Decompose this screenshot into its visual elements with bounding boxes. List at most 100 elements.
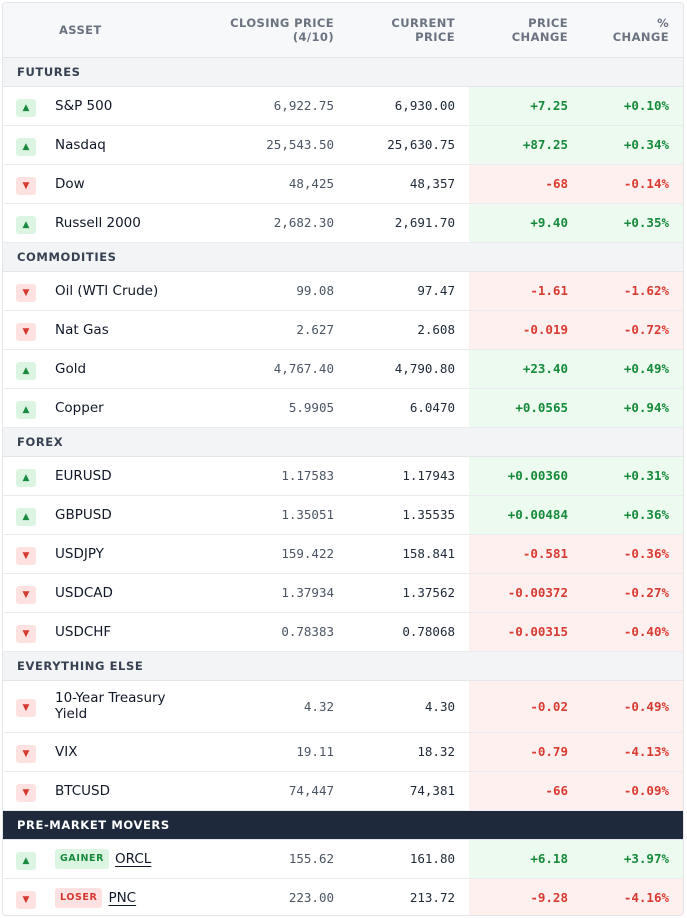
- closing-price-cell: 155.62: [222, 839, 348, 879]
- closing-price-cell: 4.32: [222, 680, 348, 733]
- closing-price-cell: 1.17583: [222, 456, 348, 496]
- price-change-cell: +87.25: [469, 125, 582, 165]
- asset-cell: Russell 2000: [47, 203, 222, 243]
- table-row[interactable]: ▲ Gold 4,767.40 4,790.80 +23.40 +0.49%: [3, 349, 683, 389]
- asset-cell: USDJPY: [47, 534, 222, 574]
- price-change-cell: +7.25: [469, 86, 582, 126]
- table-row[interactable]: ▼ BTCUSD 74,447 74,381 -66 -0.09%: [3, 771, 683, 811]
- direction-cell: ▼: [3, 164, 47, 204]
- asset-name: Nasdaq: [55, 136, 106, 153]
- table-body: FUTURES ▲ S&P 500 6,922.75 6,930.00 +7.25 +0.1…: [3, 57, 683, 915]
- pct-change-cell: -4.16%: [582, 878, 683, 915]
- section-header-forex: FOREX: [3, 427, 683, 457]
- asset-cell: Nat Gas: [47, 310, 222, 350]
- asset-cell: Oil (WTI Crude): [47, 271, 222, 311]
- closing-price-cell: 48,425: [222, 164, 348, 204]
- asset-cell: GAINER ORCL: [47, 839, 222, 879]
- direction-cell: ▲: [3, 86, 47, 126]
- closing-price-cell: 159.422: [222, 534, 348, 574]
- table-row[interactable]: ▼ Oil (WTI Crude) 99.08 97.47 -1.61 -1.62%: [3, 271, 683, 311]
- current-price-cell: 6.0470: [348, 388, 469, 428]
- asset-name: Dow: [55, 175, 85, 192]
- direction-cell: ▼: [3, 612, 47, 652]
- direction-cell: ▲: [3, 349, 47, 389]
- table-row[interactable]: ▼ LOSER PNC 223.00 213.72 -9.28 -4.16%: [3, 878, 683, 915]
- asset-name: USDCAD: [55, 584, 113, 601]
- closing-price-cell: 0.78383: [222, 612, 348, 652]
- pct-change-cell: -4.13%: [582, 732, 683, 772]
- pct-change-cell: -0.36%: [582, 534, 683, 574]
- current-price-cell: 25,630.75: [348, 125, 469, 165]
- arrow-up-icon: ▲: [16, 851, 36, 870]
- closing-price-cell: 4,767.40: [222, 349, 348, 389]
- table-row[interactable]: ▼ 10-Year Treasury Yield 4.32 4.30 -0.02 -0.4…: [3, 680, 683, 733]
- closing-price-cell: 1.35051: [222, 495, 348, 535]
- price-change-cell: -68: [469, 164, 582, 204]
- header-closing-price: CLOSING PRICE (4/10): [222, 3, 348, 58]
- price-change-cell: +9.40: [469, 203, 582, 243]
- asset-cell: GBPUSD: [47, 495, 222, 535]
- arrow-up-icon: ▲: [16, 361, 36, 380]
- closing-price-cell: 19.11: [222, 732, 348, 772]
- table-row[interactable]: ▲ GAINER ORCL 155.62 161.80 +6.18 +3.97%: [3, 839, 683, 879]
- table-row[interactable]: ▲ Nasdaq 25,543.50 25,630.75 +87.25 +0.34%: [3, 125, 683, 165]
- table-row[interactable]: ▲ Russell 2000 2,682.30 2,691.70 +9.40 +0.35%: [3, 203, 683, 243]
- arrow-down-icon: ▼: [16, 783, 36, 802]
- price-change-cell: -0.02: [469, 680, 582, 733]
- ticker-link[interactable]: ORCL: [115, 850, 152, 867]
- direction-cell: ▼: [3, 878, 47, 915]
- asset-name: Nat Gas: [55, 321, 109, 338]
- closing-price-cell: 74,447: [222, 771, 348, 811]
- asset-cell: USDCAD: [47, 573, 222, 613]
- table-row[interactable]: ▼ USDCHF 0.78383 0.78068 -0.00315 -0.40%: [3, 612, 683, 652]
- arrow-up-icon: ▲: [16, 137, 36, 156]
- table-row[interactable]: ▼ VIX 19.11 18.32 -0.79 -4.13%: [3, 732, 683, 772]
- asset-name: S&P 500: [55, 97, 113, 114]
- table-row[interactable]: ▲ S&P 500 6,922.75 6,930.00 +7.25 +0.10%: [3, 86, 683, 126]
- price-change-cell: +23.40: [469, 349, 582, 389]
- arrow-up-icon: ▲: [16, 468, 36, 487]
- pct-change-cell: +3.97%: [582, 839, 683, 879]
- market-table: ASSET CLOSING PRICE (4/10) CURRENT PRICE P…: [3, 3, 683, 915]
- table-row[interactable]: ▼ USDJPY 159.422 158.841 -0.581 -0.36%: [3, 534, 683, 574]
- price-change-cell: -0.00372: [469, 573, 582, 613]
- direction-cell: ▲: [3, 495, 47, 535]
- asset-cell: Nasdaq: [47, 125, 222, 165]
- loser-badge: LOSER: [55, 887, 103, 908]
- arrow-up-icon: ▲: [16, 98, 36, 117]
- arrow-down-icon: ▼: [16, 283, 36, 302]
- asset-cell: BTCUSD: [47, 771, 222, 811]
- arrow-down-icon: ▼: [16, 624, 36, 643]
- asset-name: Copper: [55, 399, 104, 416]
- table-row[interactable]: ▼ Nat Gas 2.627 2.608 -0.019 -0.72%: [3, 310, 683, 350]
- current-price-cell: 48,357: [348, 164, 469, 204]
- section-header-commodities: COMMODITIES: [3, 242, 683, 272]
- closing-price-cell: 25,543.50: [222, 125, 348, 165]
- ticker-link[interactable]: PNC: [108, 889, 137, 906]
- pct-change-cell: +0.94%: [582, 388, 683, 428]
- table-row[interactable]: ▼ USDCAD 1.37934 1.37562 -0.00372 -0.27%: [3, 573, 683, 613]
- direction-cell: ▼: [3, 771, 47, 811]
- table-row[interactable]: ▼ Dow 48,425 48,357 -68 -0.14%: [3, 164, 683, 204]
- section-header-premarket: PRE-MARKET MOVERS: [3, 810, 683, 840]
- direction-cell: ▲: [3, 388, 47, 428]
- pct-change-cell: -0.14%: [582, 164, 683, 204]
- current-price-cell: 2,691.70: [348, 203, 469, 243]
- arrow-down-icon: ▼: [16, 176, 36, 195]
- table-row[interactable]: ▲ Copper 5.9905 6.0470 +0.0565 +0.94%: [3, 388, 683, 428]
- pct-change-cell: -0.72%: [582, 310, 683, 350]
- asset-cell: LOSER PNC: [47, 878, 222, 915]
- asset-cell: S&P 500: [47, 86, 222, 126]
- price-change-cell: -66: [469, 771, 582, 811]
- table-header-row: ASSET CLOSING PRICE (4/10) CURRENT PRICE P…: [3, 3, 683, 58]
- table-row[interactable]: ▲ GBPUSD 1.35051 1.35535 +0.00484 +0.36%: [3, 495, 683, 535]
- pct-change-cell: +0.31%: [582, 456, 683, 496]
- pct-change-cell: +0.36%: [582, 495, 683, 535]
- current-price-cell: 1.35535: [348, 495, 469, 535]
- table-row[interactable]: ▲ EURUSD 1.17583 1.17943 +0.00360 +0.31%: [3, 456, 683, 496]
- asset-name: Oil (WTI Crude): [55, 282, 159, 299]
- header-price-change: PRICE CHANGE: [469, 3, 582, 58]
- arrow-down-icon: ▼: [16, 744, 36, 763]
- closing-price-cell: 6,922.75: [222, 86, 348, 126]
